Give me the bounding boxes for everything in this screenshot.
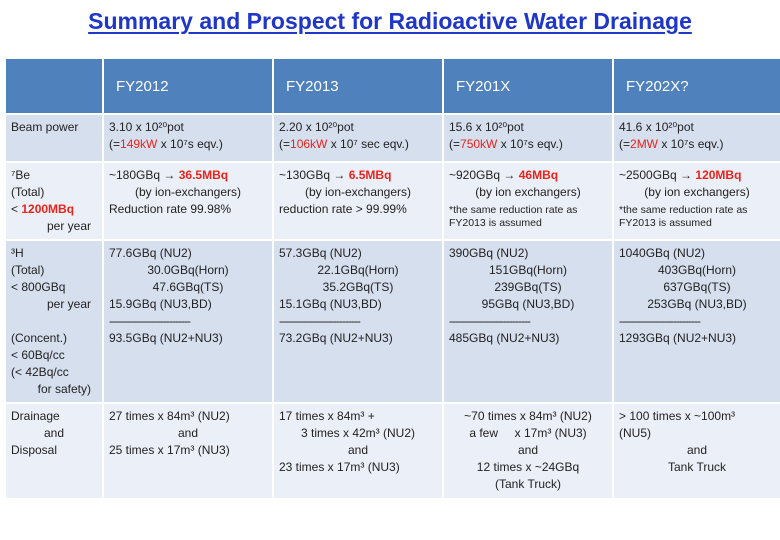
header-fy2012: FY2012 <box>104 59 272 113</box>
cell-be7-fy2012: ~180GBq → 36.5MBq (by ion-exchangers) Re… <box>104 163 272 239</box>
cell-h3-fy202x: 1040GBq (NU2) 403GBq(Horn) 637GBq(TS) 25… <box>614 241 780 402</box>
cell-drain-fy201x: ~70 times x 84m³ (NU2) a few x 17m³ (NU3… <box>444 404 612 498</box>
row-label-drainage: Drainage and Disposal <box>6 404 102 498</box>
cell-h3-fy201x: 390GBq (NU2) 151GBq(Horn) 239GBq(TS) 95G… <box>444 241 612 402</box>
cell-be7-fy202x: ~2500GBq → 120MBq (by ion exchangers) *t… <box>614 163 780 239</box>
row-label-beam-power: Beam power <box>6 115 102 161</box>
cell-beam-fy201x: 15.6 x 10²⁰pot (=750kW x 10⁷s eqv.) <box>444 115 612 161</box>
cell-drain-fy202x: > 100 times x ~100m³ (NU5) and Tank Truc… <box>614 404 780 498</box>
cell-be7-fy201x: ~920GBq → 46MBq (by ion exchangers) *the… <box>444 163 612 239</box>
row-drainage: Drainage and Disposal 27 times x 84m³ (N… <box>6 404 780 498</box>
cell-h3-fy2012: 77.6GBq (NU2) 30.0GBq(Horn) 47.6GBq(TS) … <box>104 241 272 402</box>
page-title: Summary and Prospect for Radioactive Wat… <box>88 8 692 34</box>
cell-beam-fy202x: 41.6 x 10²⁰pot (=2MW x 10⁷s eqv.) <box>614 115 780 161</box>
row-be7: ⁷Be (Total) < 1200MBq per year ~180GBq →… <box>6 163 780 239</box>
header-empty <box>6 59 102 113</box>
cell-beam-fy2012: 3.10 x 10²⁰pot (=149kW x 10⁷s eqv.) <box>104 115 272 161</box>
row-beam-power: Beam power 3.10 x 10²⁰pot (=149kW x 10⁷s… <box>6 115 780 161</box>
header-fy202x: FY202X? <box>614 59 780 113</box>
summary-table: FY2012 FY2013 FY201X FY202X? Beam power … <box>4 57 780 500</box>
row-h3: ³H (Total) < 800GBq per year (Concent.) … <box>6 241 780 402</box>
header-row: FY2012 FY2013 FY201X FY202X? <box>6 59 780 113</box>
cell-be7-fy2013: ~130GBq → 6.5MBq (by ion-exchangers) red… <box>274 163 442 239</box>
cell-h3-fy2013: 57.3GBq (NU2) 22.1GBq(Horn) 35.2GBq(TS) … <box>274 241 442 402</box>
cell-drain-fy2013: 17 times x 84m³ + 3 times x 42m³ (NU2) a… <box>274 404 442 498</box>
header-fy2013: FY2013 <box>274 59 442 113</box>
row-label-h3: ³H (Total) < 800GBq per year (Concent.) … <box>6 241 102 402</box>
header-fy201x: FY201X <box>444 59 612 113</box>
cell-beam-fy2013: 2.20 x 10²⁰pot (=106kW x 10⁷ sec eqv.) <box>274 115 442 161</box>
row-label-be7: ⁷Be (Total) < 1200MBq per year <box>6 163 102 239</box>
cell-drain-fy2012: 27 times x 84m³ (NU2) and 25 times x 17m… <box>104 404 272 498</box>
